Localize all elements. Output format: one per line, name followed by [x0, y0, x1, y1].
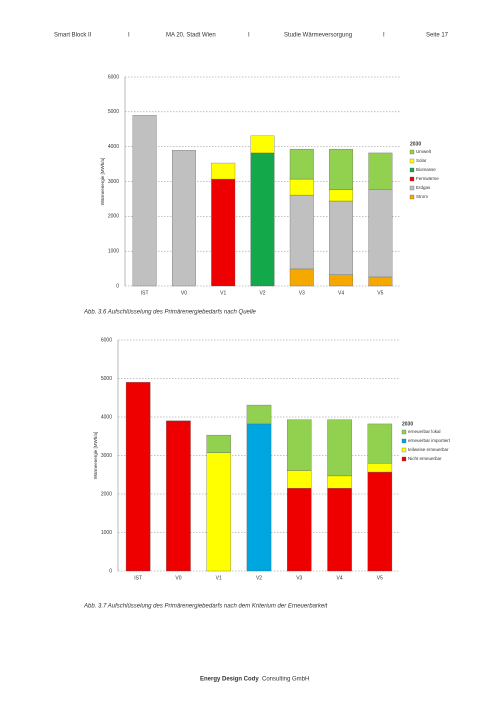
figure-caption: Abb. 3.7 Aufschlüsselung des Primärenerg…: [83, 604, 328, 610]
legend-label: erneuerbar importiert: [408, 438, 451, 443]
header-item: Smart Block II: [54, 33, 92, 39]
bar-segment: [250, 152, 275, 287]
y-tick-label: 3000: [108, 179, 119, 185]
y-tick-label: 1000: [101, 530, 112, 536]
header-item: Seite 17: [426, 33, 449, 39]
bar-segment: [211, 162, 236, 180]
bar-segment: [368, 276, 393, 287]
x-tick-label: IST: [134, 575, 142, 581]
legend-label: Strom: [416, 194, 428, 199]
y-tick-label: 0: [116, 283, 119, 289]
legend-label: Umwelt: [416, 149, 432, 154]
legend-label: teilweise erneuerbar: [408, 447, 449, 452]
header-item: I: [383, 33, 385, 39]
y-tick-label: 6000: [101, 337, 112, 343]
legend-label: Fernwärme: [416, 176, 439, 181]
bar-segment: [206, 452, 231, 572]
bar-segment: [327, 475, 352, 489]
y-tick-label: 2000: [101, 491, 112, 497]
bar-segment: [166, 420, 191, 572]
bar-segment: [171, 149, 196, 287]
bar-segment: [329, 189, 354, 202]
bar-segment: [368, 189, 393, 278]
x-tick-label: V1: [216, 575, 222, 581]
legend-label: Nicht erneuerbar: [408, 456, 442, 461]
figure-caption: Abb. 3.6 Aufschlüsselung des Primärenerg…: [83, 310, 257, 316]
x-tick-label: V0: [181, 290, 187, 296]
y-tick-label: 3000: [101, 453, 112, 459]
x-tick-label: IST: [141, 290, 149, 296]
legend-swatch: [409, 185, 415, 191]
y-tick-label: 4000: [108, 144, 119, 150]
bar-segment: [289, 194, 314, 270]
legend-swatch: [409, 194, 415, 200]
y-tick-label: 5000: [108, 109, 119, 115]
footer-text: Consulting GmbH: [262, 677, 309, 683]
bar-segment: [329, 200, 354, 276]
bar-segment: [289, 148, 314, 180]
y-axis-label: Wärmeenergie [MWh/a]: [100, 158, 105, 206]
bar-segment: [329, 274, 354, 287]
legend-swatch: [401, 447, 407, 453]
bar-segment: [132, 115, 157, 287]
x-tick-label: V0: [175, 575, 181, 581]
bar-segment: [367, 471, 393, 572]
bar-segment: [287, 470, 312, 489]
legend-label: erneuerbar lokal: [408, 429, 441, 434]
x-tick-label: V5: [377, 575, 383, 581]
legend-title: 2030: [402, 421, 413, 427]
legend-swatch: [401, 456, 407, 462]
header-item: I: [128, 33, 130, 39]
legend-swatch: [401, 438, 407, 444]
legend-label: Solar: [416, 158, 427, 163]
bar-segment: [368, 152, 393, 190]
legend-swatch: [401, 429, 407, 435]
bar-segment: [289, 268, 314, 287]
x-tick-label: V3: [296, 575, 302, 581]
x-tick-label: V5: [377, 290, 383, 296]
bar-segment: [289, 178, 314, 196]
bar-segment: [367, 423, 393, 464]
legend-swatch: [409, 167, 415, 173]
bar-segment: [246, 423, 272, 572]
bar-segment: [327, 488, 352, 572]
legend-swatch: [409, 176, 415, 182]
y-tick-label: 2000: [108, 214, 119, 220]
legend-label: Biomasse: [416, 167, 436, 172]
bar-segment: [246, 404, 272, 425]
y-tick-label: 4000: [101, 414, 112, 420]
legend-title: 2030: [410, 141, 421, 147]
bar-segment: [125, 382, 151, 572]
bar-segment: [287, 419, 312, 471]
y-tick-label: 0: [109, 568, 112, 574]
legend-swatch: [409, 158, 415, 164]
header-item: I: [248, 33, 250, 39]
y-tick-label: 6000: [108, 74, 119, 80]
bar-segment: [211, 178, 236, 287]
x-tick-label: V3: [299, 290, 305, 296]
bar-segment: [329, 148, 354, 191]
bar-segment: [250, 135, 275, 154]
y-tick-label: 1000: [108, 248, 119, 254]
legend-swatch: [409, 149, 415, 155]
y-tick-label: 5000: [101, 376, 112, 382]
x-tick-label: V1: [220, 290, 226, 296]
bar-segment: [367, 463, 393, 473]
x-tick-label: V2: [256, 575, 262, 581]
bar-segment: [327, 419, 352, 477]
x-tick-label: V2: [259, 290, 265, 296]
x-tick-label: V4: [337, 575, 343, 581]
footer-bold: Energy Design Cody: [200, 677, 259, 683]
bar-segment: [287, 488, 312, 572]
header-item: MA 20, Stadt Wien: [166, 33, 216, 39]
bar-segment: [206, 434, 231, 453]
header-item: Studie Wärmeversorgung: [284, 33, 352, 39]
x-tick-label: V4: [338, 290, 344, 296]
y-axis-label: Wärmeenergie [MWh/a]: [93, 432, 98, 480]
legend-label: Erdgas: [416, 185, 431, 190]
